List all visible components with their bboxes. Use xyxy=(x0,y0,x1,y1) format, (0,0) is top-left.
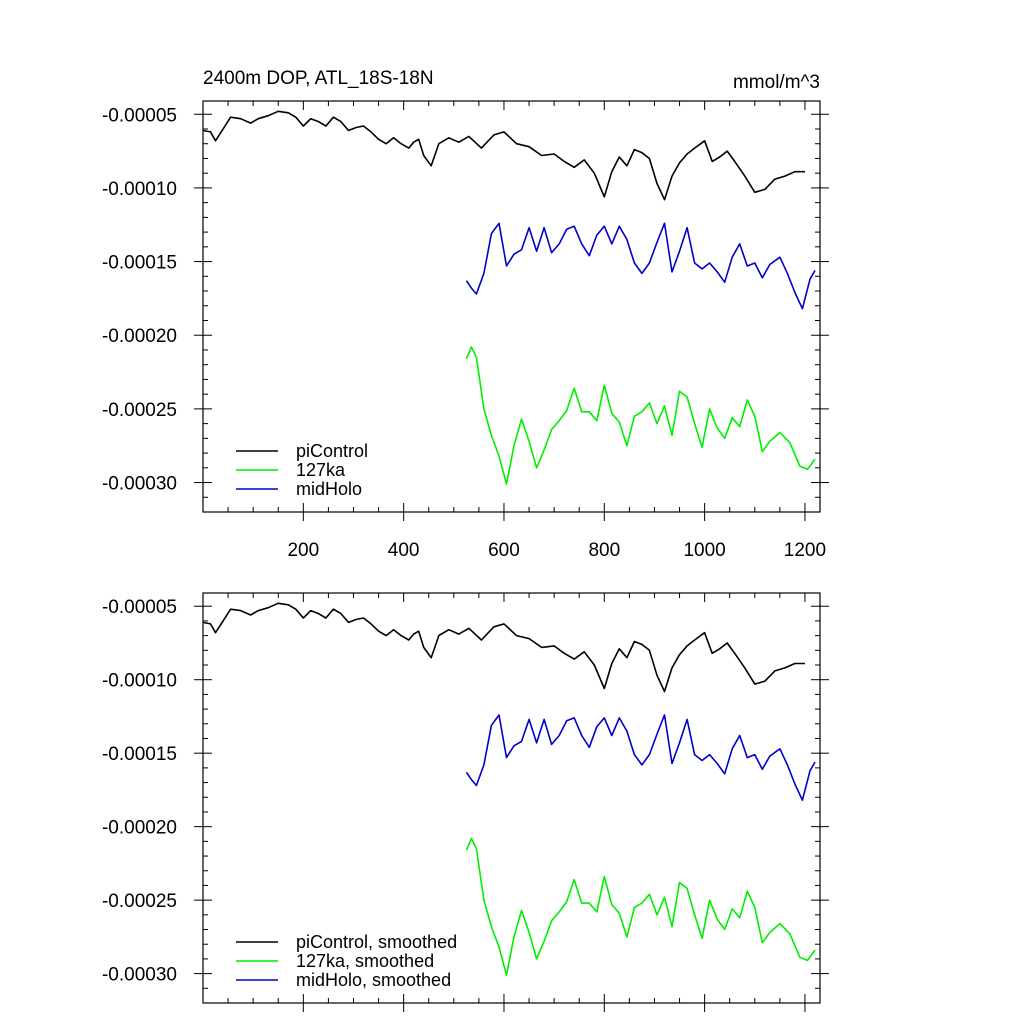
top-panel: 2400m DOP, ATL_18S-18N mmol/m^3 200 400 60… xyxy=(102,68,829,561)
legend-label: 127ka xyxy=(296,460,346,480)
legend-label: piControl xyxy=(296,441,368,461)
y-tick-label: -0.00030 xyxy=(102,965,177,986)
series-line-midholo xyxy=(465,222,816,310)
y-tick-label: -0.00010 xyxy=(102,179,177,200)
series-line-picontrol xyxy=(202,110,805,201)
bottom-panel: -0.00005 -0.00010 -0.00015 -0.00020 -0.00025… xyxy=(102,592,829,1012)
plot-frame xyxy=(202,100,821,513)
legend-label: 127ka, smoothed xyxy=(296,951,434,971)
chart-title: 2400m DOP, ATL_18S-18N xyxy=(203,68,434,89)
x-tick-label: 600 xyxy=(488,540,520,561)
x-tick-label: 200 xyxy=(287,540,319,561)
legend-label: piControl, smoothed xyxy=(296,932,457,952)
y-tick-label: -0.00015 xyxy=(102,253,177,274)
x-tick-label: 800 xyxy=(588,540,620,561)
y-tick-label: -0.00020 xyxy=(102,326,177,347)
x-tick-label: 1000 xyxy=(683,540,725,561)
series-line-127ka xyxy=(465,346,816,485)
y-tick-label: -0.00005 xyxy=(102,597,177,618)
x-tick-label: 400 xyxy=(388,540,420,561)
series-line-midholo xyxy=(465,714,816,802)
plot-frame xyxy=(202,592,821,1004)
units-label: mmol/m^3 xyxy=(733,72,820,93)
y-tick-label: -0.00005 xyxy=(102,105,177,126)
y-tick-label: -0.00025 xyxy=(102,400,177,421)
y-tick-label: -0.00030 xyxy=(102,474,177,495)
y-tick-label: -0.00025 xyxy=(102,891,177,912)
legend-label: midHolo xyxy=(296,479,362,499)
y-tick-label: -0.00010 xyxy=(102,671,177,692)
y-tick-label: -0.00015 xyxy=(102,744,177,765)
y-tick-label: -0.00020 xyxy=(102,818,177,839)
legend-label: midHolo, smoothed xyxy=(296,970,451,990)
x-tick-label: 1200 xyxy=(784,540,826,561)
series-line-picontrol xyxy=(202,602,805,693)
series-line-127ka xyxy=(465,837,816,976)
